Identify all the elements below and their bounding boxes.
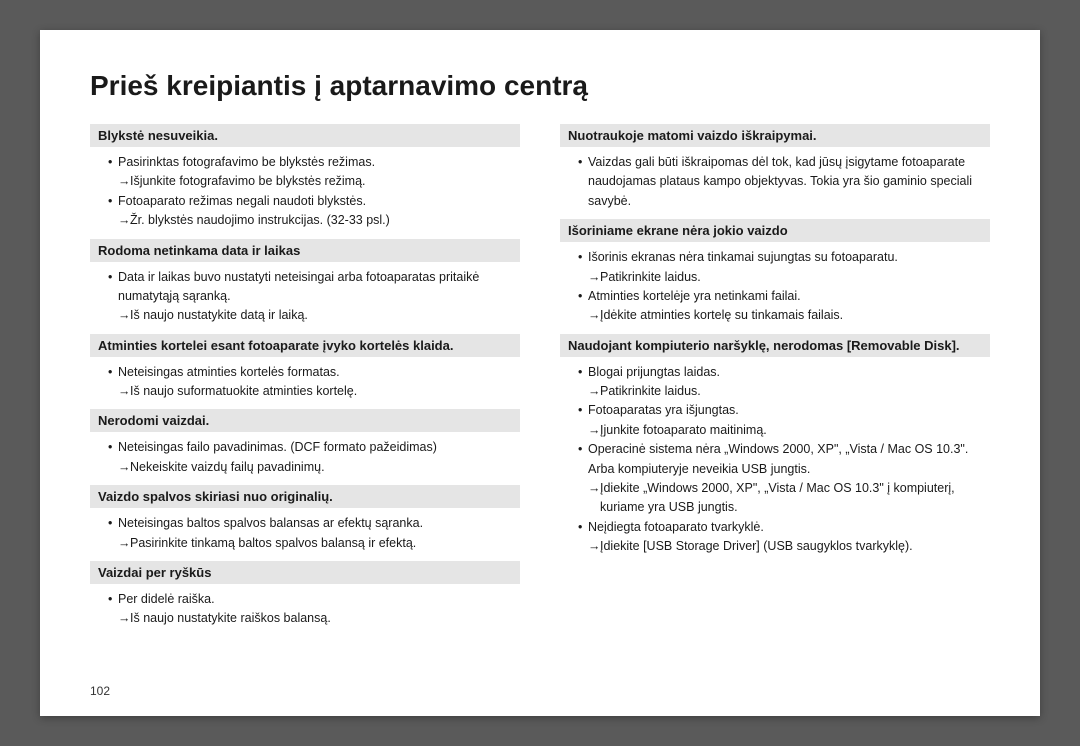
bullet-text: Operacinė sistema nėra „Windows 2000, XP… [588, 442, 968, 475]
arrow-icon: → [118, 382, 131, 401]
section-heading: Nuotraukoje matomi vaizdo iškraipymai. [560, 124, 990, 147]
sub-item: →Pasirinkite tinkamą baltos spalvos bala… [90, 534, 520, 553]
bullet-dot-icon: • [578, 248, 582, 267]
section-heading: Atminties kortelei esant fotoaparate įvy… [90, 334, 520, 357]
bullet-text: Fotoaparatas yra išjungtas. [588, 403, 739, 417]
sub-text: Patikrinkite laidus. [600, 270, 701, 284]
sub-item: →Žr. blykstės naudojimo instrukcijas. (3… [90, 211, 520, 230]
arrow-icon: → [118, 172, 131, 191]
bullet-item: • Data ir laikas buvo nustatyti neteising… [90, 268, 520, 307]
sub-item: →Iš naujo suformatuokite atminties korte… [90, 382, 520, 401]
bullet-item: • Neįdiegta fotoaparato tvarkyklė. [560, 518, 990, 537]
arrow-icon: → [588, 306, 601, 325]
bullet-item: • Blogai prijungtas laidas. [560, 363, 990, 382]
arrow-icon: → [118, 211, 131, 230]
bullet-item: • Vaizdas gali būti iškraipomas dėl tok, … [560, 153, 990, 211]
bullet-item: • Fotoaparato režimas negali naudoti blyk… [90, 192, 520, 211]
bullet-item: • Fotoaparatas yra išjungtas. [560, 401, 990, 420]
sub-text: Įdiekite „Windows 2000, XP", „Vista / Ma… [600, 481, 955, 514]
section-heading: Naudojant kompiuterio naršyklę, nerodoma… [560, 334, 990, 357]
arrow-icon: → [588, 421, 601, 440]
page-number: 102 [90, 684, 110, 698]
sub-text: Patikrinkite laidus. [600, 384, 701, 398]
sub-text: Išjunkite fotografavimo be blykstės reži… [130, 174, 366, 188]
sub-item: →Įdėkite atminties kortelę su tinkamais … [560, 306, 990, 325]
sub-text: Įdėkite atminties kortelę su tinkamais f… [600, 308, 843, 322]
bullet-item: • Per didelė raiška. [90, 590, 520, 609]
sub-item: →Išjunkite fotografavimo be blykstės rež… [90, 172, 520, 191]
sub-item: →Įdiekite [USB Storage Driver] (USB saug… [560, 537, 990, 556]
bullet-text: Vaizdas gali būti iškraipomas dėl tok, k… [588, 155, 972, 208]
arrow-icon: → [588, 268, 601, 287]
bullet-dot-icon: • [108, 590, 112, 609]
section-heading: Rodoma netinkama data ir laikas [90, 239, 520, 262]
document-page: Prieš kreipiantis į aptarnavimo centrą B… [40, 30, 1040, 716]
arrow-icon: → [118, 609, 131, 628]
sub-item: →Patikrinkite laidus. [560, 268, 990, 287]
bullet-dot-icon: • [108, 192, 112, 211]
bullet-dot-icon: • [578, 401, 582, 420]
section-heading: Vaizdai per ryškūs [90, 561, 520, 584]
bullet-text: Neįdiegta fotoaparato tvarkyklė. [588, 520, 764, 534]
sub-text: Iš naujo suformatuokite atminties kortel… [130, 384, 357, 398]
bullet-text: Neteisingas baltos spalvos balansas ar e… [118, 516, 423, 530]
bullet-text: Neteisingas atminties kortelės formatas. [118, 365, 340, 379]
bullet-item: • Atminties kortelėje yra netinkami faila… [560, 287, 990, 306]
bullet-dot-icon: • [108, 438, 112, 457]
bullet-dot-icon: • [578, 440, 582, 459]
bullet-dot-icon: • [578, 287, 582, 306]
sub-text: Iš naujo nustatykite raiškos balansą. [130, 611, 331, 625]
section-heading: Išoriniame ekrane nėra jokio vaizdo [560, 219, 990, 242]
bullet-dot-icon: • [108, 153, 112, 172]
bullet-item: • Operacinė sistema nėra „Windows 2000, X… [560, 440, 990, 479]
bullet-text: Per didelė raiška. [118, 592, 215, 606]
sub-item: →Įdiekite „Windows 2000, XP", „Vista / M… [560, 479, 990, 518]
sub-item: →Nekeiskite vaizdų failų pavadinimų. [90, 458, 520, 477]
bullet-text: Fotoaparato režimas negali naudoti blyks… [118, 194, 366, 208]
bullet-dot-icon: • [578, 363, 582, 382]
sub-text: Įdiekite [USB Storage Driver] (USB saugy… [600, 539, 913, 553]
bullet-item: • Išorinis ekranas nėra tinkamai sujungta… [560, 248, 990, 267]
right-column: Nuotraukoje matomi vaizdo iškraipymai. • V… [560, 116, 990, 629]
bullet-dot-icon: • [108, 363, 112, 382]
arrow-icon: → [588, 479, 601, 498]
bullet-dot-icon: • [108, 514, 112, 533]
bullet-item: • Neteisingas baltos spalvos balansas ar … [90, 514, 520, 533]
page-title: Prieš kreipiantis į aptarnavimo centrą [90, 70, 990, 102]
bullet-text: Blogai prijungtas laidas. [588, 365, 720, 379]
sub-text: Pasirinkite tinkamą baltos spalvos balan… [130, 536, 416, 550]
sub-item: →Įjunkite fotoaparato maitinimą. [560, 421, 990, 440]
section-heading: Vaizdo spalvos skiriasi nuo originalių. [90, 485, 520, 508]
bullet-dot-icon: • [578, 153, 582, 172]
sub-text: Iš naujo nustatykite datą ir laiką. [130, 308, 308, 322]
bullet-text: Atminties kortelėje yra netinkami failai… [588, 289, 801, 303]
bullet-item: • Neteisingas failo pavadinimas. (DCF for… [90, 438, 520, 457]
sub-item: →Iš naujo nustatykite raiškos balansą. [90, 609, 520, 628]
bullet-item: • Pasirinktas fotografavimo be blykstės r… [90, 153, 520, 172]
sub-text: Įjunkite fotoaparato maitinimą. [600, 423, 767, 437]
bullet-dot-icon: • [108, 268, 112, 287]
sub-item: →Iš naujo nustatykite datą ir laiką. [90, 306, 520, 325]
left-column: Blykstė nesuveikia. • Pasirinktas fotograf… [90, 116, 520, 629]
bullet-text: Pasirinktas fotografavimo be blykstės re… [118, 155, 375, 169]
arrow-icon: → [118, 306, 131, 325]
bullet-item: • Neteisingas atminties kortelės formatas… [90, 363, 520, 382]
arrow-icon: → [588, 382, 601, 401]
sub-text: Žr. blykstės naudojimo instrukcijas. (32… [130, 213, 390, 227]
content-columns: Blykstė nesuveikia. • Pasirinktas fotograf… [90, 116, 990, 629]
bullet-dot-icon: • [578, 518, 582, 537]
section-heading: Nerodomi vaizdai. [90, 409, 520, 432]
arrow-icon: → [118, 458, 131, 477]
sub-text: Nekeiskite vaizdų failų pavadinimų. [130, 460, 325, 474]
bullet-text: Neteisingas failo pavadinimas. (DCF form… [118, 440, 437, 454]
section-heading: Blykstė nesuveikia. [90, 124, 520, 147]
sub-item: →Patikrinkite laidus. [560, 382, 990, 401]
arrow-icon: → [118, 534, 131, 553]
bullet-text: Išorinis ekranas nėra tinkamai sujungtas… [588, 250, 898, 264]
bullet-text: Data ir laikas buvo nustatyti neteisinga… [118, 270, 479, 303]
arrow-icon: → [588, 537, 601, 556]
